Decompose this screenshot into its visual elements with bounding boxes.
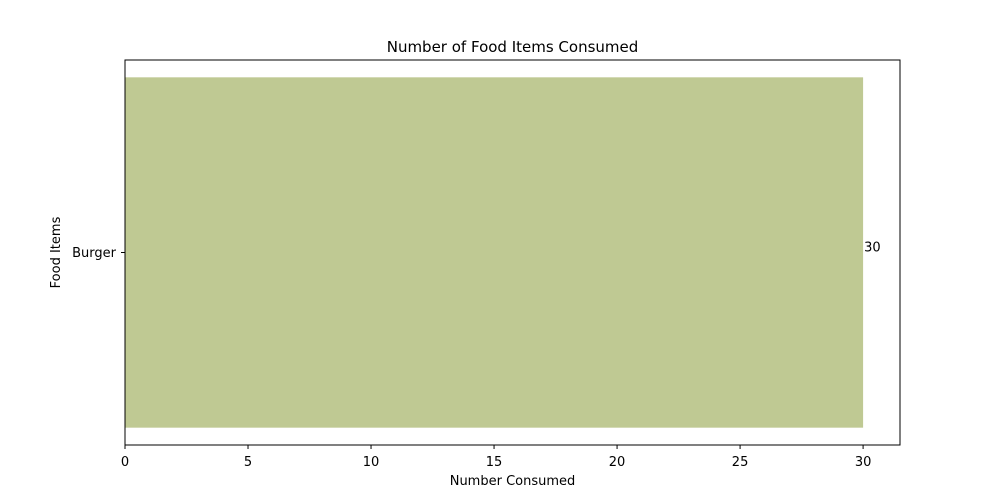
x-tick-label: 10	[363, 455, 380, 470]
bar-burger	[125, 77, 864, 428]
plot-area: 30 0 5 10 15 20 25 30 Burger	[72, 59, 901, 470]
y-axis-label: Food Items	[49, 216, 64, 288]
x-tick-label: 15	[486, 455, 503, 470]
x-tick-label: 20	[609, 455, 626, 470]
x-tick-label: 5	[244, 455, 252, 470]
x-axis-label: Number Consumed	[450, 474, 576, 489]
x-tick-label: 25	[732, 455, 749, 470]
y-tick-label: Burger	[72, 246, 117, 261]
x-tick-label: 0	[121, 455, 129, 470]
chart-title: Number of Food Items Consumed	[387, 38, 639, 56]
bar-value-label: 30	[864, 241, 881, 256]
x-tick-label: 30	[855, 455, 872, 470]
